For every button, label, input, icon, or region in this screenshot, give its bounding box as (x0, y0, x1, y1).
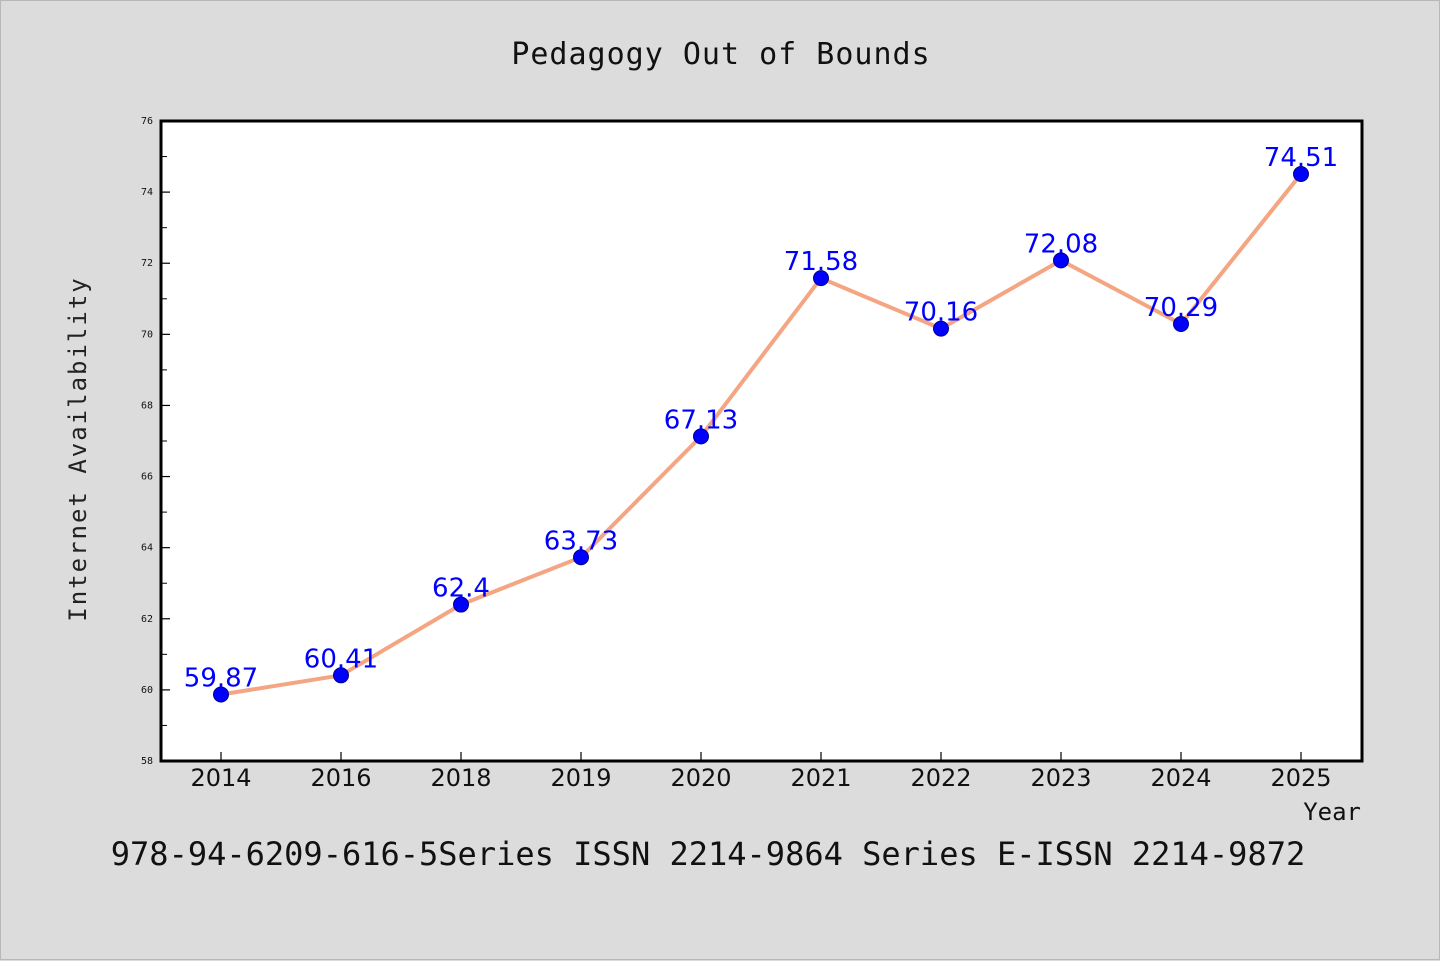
data-point-marker (213, 686, 229, 703)
y-tick-label: 62 (141, 614, 153, 625)
chart-title: Pedagogy Out of Bounds (511, 37, 930, 72)
x-tick-label: 2023 (1030, 764, 1091, 792)
y-tick-label: 74 (141, 187, 153, 198)
footer-issn-text: 978-94-6209-616-5Series ISSN 2214-9864 S… (111, 835, 1305, 873)
data-point-label: 70.29 (1144, 293, 1218, 323)
x-tick-label: 2024 (1150, 764, 1211, 792)
data-point-label: 59.87 (184, 664, 258, 694)
data-point-marker (813, 270, 829, 287)
y-axis-label: Internet Availability (64, 276, 92, 621)
data-point-marker (693, 428, 709, 445)
data-point-label: 62.4 (432, 574, 490, 604)
x-axis: 2014 2016 2018 2019 2020 2021 2022 2023 2024 2025 (190, 752, 1332, 792)
x-axis-label: Year (1303, 798, 1361, 826)
y-tick-label: 72 (141, 258, 153, 269)
data-point-label: 72.08 (1024, 229, 1098, 259)
x-tick-label: 2018 (430, 764, 491, 792)
plot-area (159, 119, 1364, 763)
data-point-marker (933, 320, 949, 337)
x-tick-label: 2020 (670, 764, 731, 792)
data-point-marker (453, 596, 469, 613)
data-point-label: 60.41 (304, 644, 378, 674)
data-point-marker (1293, 165, 1309, 182)
data-point-marker (1053, 252, 1069, 269)
data-point-label: 63.73 (544, 526, 618, 556)
x-tick-label: 2022 (910, 764, 971, 792)
data-point-label: 67.13 (664, 405, 738, 435)
x-tick-label: 2025 (1270, 764, 1331, 792)
data-labels: 59.87 60.41 62.4 63.73 67.13 71.58 70.16 72.08 7… (184, 143, 1338, 694)
y-tick-label: 68 (141, 400, 153, 411)
x-tick-label: 2021 (790, 764, 851, 792)
series-markers (213, 165, 1309, 703)
data-point-marker (333, 667, 349, 684)
data-point-label: 70.16 (904, 298, 978, 328)
y-tick-label: 70 (141, 329, 153, 340)
y-tick-label: 64 (141, 543, 153, 554)
data-point-marker (573, 549, 589, 566)
y-tick-label: 60 (141, 685, 153, 696)
data-point-label: 71.58 (784, 247, 858, 277)
x-tick-label: 2016 (310, 764, 371, 792)
data-point-label: 74.51 (1264, 143, 1338, 173)
y-axis: 58 60 62 64 66 68 70 72 74 76 (141, 116, 170, 767)
data-point-marker (1173, 316, 1189, 333)
y-tick-label: 58 (141, 756, 153, 767)
x-tick-label: 2014 (190, 764, 251, 792)
y-tick-label: 66 (141, 472, 153, 483)
series-line (220, 172, 1303, 697)
y-tick-label: 76 (141, 116, 153, 127)
x-tick-label: 2019 (550, 764, 611, 792)
